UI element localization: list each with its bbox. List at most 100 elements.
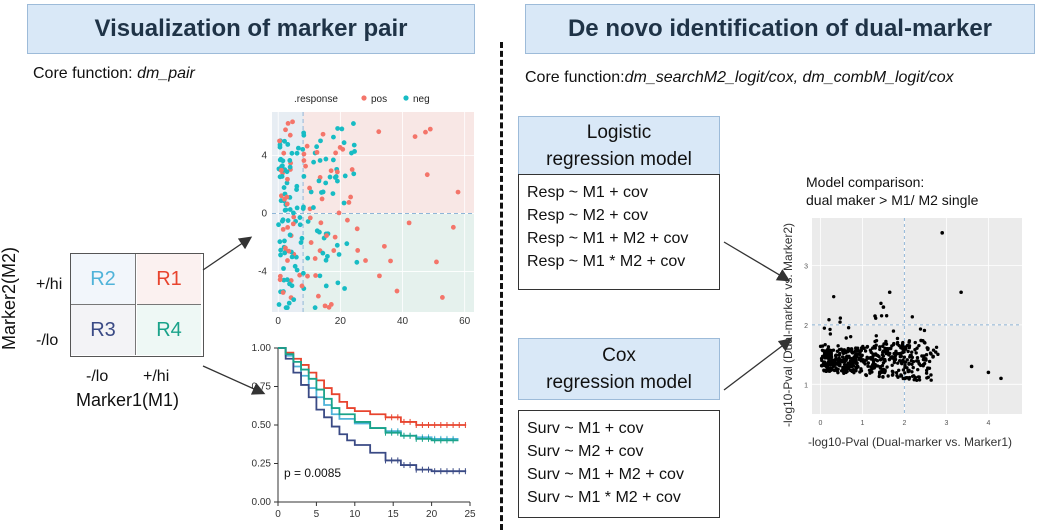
data-point [334,169,340,175]
data-point [913,340,917,345]
data-point [934,350,938,354]
region-r3: R3 [71,305,136,355]
data-point [887,290,892,295]
data-point [334,242,340,248]
data-point [884,314,889,318]
data-point [278,252,283,258]
data-point [848,334,853,339]
data-point [327,174,333,180]
data-point [842,348,846,353]
data-point [931,348,936,352]
data-point [910,374,915,379]
data-point [924,371,929,375]
data-point [313,273,319,278]
data-point [913,348,917,352]
data-point [342,173,348,179]
data-point [917,343,921,348]
data-point [394,288,400,294]
data-point [340,146,346,152]
formula: Surv ~ M1 + cov [527,420,644,437]
data-point [873,352,878,356]
data-point [320,131,326,137]
data-point [301,173,307,179]
data-point [863,349,868,353]
data-point [301,130,307,136]
data-point [323,257,329,263]
data-point [878,358,883,362]
data-point [287,232,293,238]
data-point [300,146,306,152]
data-point [351,142,357,148]
data-point [307,185,312,191]
data-point [878,365,882,369]
data-point [297,215,303,220]
data-point [846,326,851,330]
data-point [859,356,863,360]
data-point [825,356,830,360]
y-tick-label: 0.50 [252,420,272,431]
data-point [842,362,847,367]
data-point [278,193,284,199]
data-point [922,361,927,366]
data-point [301,151,307,157]
y-tick-label: 1.00 [252,343,272,354]
legend-neg-label: neg [413,94,430,105]
data-point [959,290,963,295]
x-tick-label: 10 [349,509,361,520]
data-point [871,361,876,365]
region-r4: R4 [137,305,201,355]
logistic-title-line1: Logistic [586,122,652,143]
core-function-prefix: Core function: [33,65,138,82]
data-point [862,346,866,351]
data-point [927,359,932,364]
arrow-to-survival [202,365,266,395]
data-point [319,196,325,202]
logistic-model-formulas: Resp ~ M1 + cov Resp ~ M2 + cov Resp ~ M… [518,174,720,290]
data-point [335,280,341,286]
arrow-to-scatter [202,236,253,271]
data-point [887,352,891,357]
survival-curve-r4 [278,347,459,442]
data-point [285,142,291,147]
data-point [317,273,323,279]
data-point [311,159,317,165]
data-point [297,222,303,228]
data-point [287,158,293,163]
data-point [279,174,285,179]
data-point [910,355,915,360]
formula: Surv ~ M2 + cov [527,443,644,460]
data-point [283,127,288,133]
data-point [934,345,939,350]
data-point [910,362,914,366]
x-tick-label: 0 [275,316,281,327]
y-tick-label: 0 [261,208,267,219]
data-point [864,358,868,362]
data-point [864,373,868,377]
data-point [859,346,864,350]
data-point [297,272,303,278]
x-axis-label-marker1: Marker1(M1) [76,390,180,410]
region-label: R2 [90,267,116,290]
data-point [916,367,920,372]
data-point [868,355,873,360]
data-point [281,150,287,156]
data-point [885,347,890,351]
data-point [285,176,290,182]
data-point [331,248,337,253]
data-point [918,327,923,331]
formula: Resp ~ M1 + cov [527,184,648,201]
data-point [899,374,903,378]
data-point [286,248,292,254]
data-point [336,252,342,257]
data-point [280,290,286,295]
data-point [881,350,885,354]
data-point [330,191,336,197]
data-point [904,346,908,351]
comparison-scatter-plot: 0 1 2 3 4 1 2 3 -log10-Pval (Dual-marker vs. Ma… [781,218,1022,449]
data-point [294,183,300,189]
data-point [871,357,875,362]
data-point [281,185,287,190]
y-axis-label-comparison: -log10-Pval (Dual-marker vs. Marker2) [781,223,795,427]
data-point [910,370,914,374]
